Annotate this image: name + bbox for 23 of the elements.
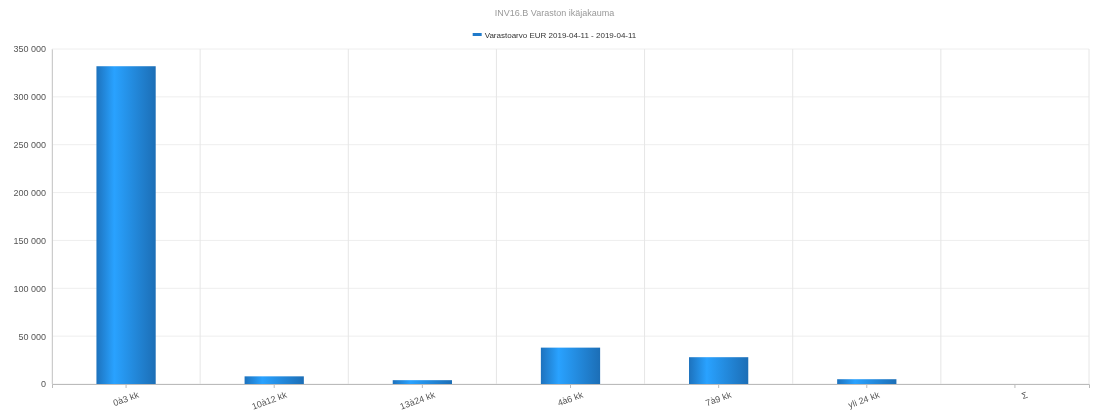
bar — [244, 376, 304, 384]
y-tick-label: 350 000 — [13, 44, 46, 55]
y-tick-label: 100 000 — [13, 283, 46, 294]
x-tick-label: 0à3 kk — [111, 389, 141, 409]
bar — [96, 66, 156, 384]
y-tick-label: 250 000 — [13, 140, 46, 151]
x-tick-label: 10à12 kk — [250, 389, 289, 412]
chart-title: INV16.B Varaston ikäjakauma — [494, 8, 615, 18]
bar — [689, 357, 749, 384]
y-tick-label: 0 — [40, 379, 46, 390]
bar — [540, 347, 601, 384]
y-tick-label: 150 000 — [13, 235, 46, 246]
x-tick-label: 13à24 kk — [398, 389, 437, 412]
y-tick-label: 200 000 — [13, 187, 46, 198]
y-tick-label: 300 000 — [13, 92, 46, 103]
x-tick-label: 7à9 kk — [704, 389, 734, 409]
x-tick-label: 4à6 kk — [556, 389, 585, 409]
y-tick-label: 50 000 — [18, 331, 46, 342]
x-tick-label: yli 24 kk — [846, 389, 882, 411]
x-tick-label: Σ — [1020, 389, 1030, 402]
bar — [837, 379, 897, 384]
bar — [392, 380, 452, 384]
legend-label: Varastoarvo EUR 2019-04-11 - 2019-04-11 — [484, 31, 637, 40]
